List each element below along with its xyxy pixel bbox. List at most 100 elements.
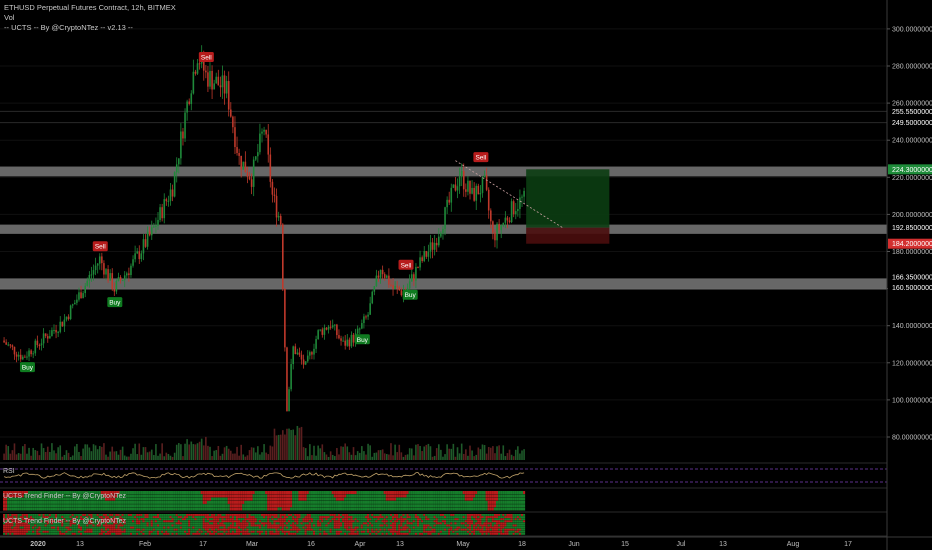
volume-bar bbox=[311, 455, 313, 460]
trend-cell bbox=[94, 494, 97, 498]
trend-cell bbox=[485, 516, 488, 518]
trend-cell bbox=[194, 518, 197, 521]
trend-cell bbox=[516, 520, 519, 523]
time-label: 13 bbox=[396, 541, 404, 548]
trend-cell bbox=[464, 494, 467, 498]
trend-cell bbox=[3, 514, 6, 516]
trend-cell bbox=[131, 514, 135, 516]
trend-cell bbox=[306, 497, 309, 501]
candles[interactable] bbox=[3, 45, 525, 412]
trend-cell bbox=[373, 514, 376, 516]
trend-cell bbox=[362, 520, 365, 523]
trend-cell bbox=[294, 518, 297, 521]
trend-cell bbox=[138, 504, 141, 508]
volume-bar bbox=[467, 455, 469, 460]
trend-cell bbox=[308, 516, 311, 518]
trend-cell bbox=[375, 516, 378, 518]
rsi-pane[interactable] bbox=[0, 462, 887, 483]
volume-bar bbox=[304, 448, 307, 460]
trend-finder-label-2[interactable]: UCTS Trend Finder -- By @CryptoNTez bbox=[3, 518, 127, 525]
trend-cell bbox=[414, 528, 417, 531]
trend-cell bbox=[427, 514, 430, 516]
trend-cell bbox=[448, 522, 451, 525]
trend-cell bbox=[298, 532, 301, 535]
trend-cell bbox=[362, 514, 365, 516]
trend-cell bbox=[394, 514, 397, 516]
trend-cell bbox=[360, 491, 363, 494]
trend-cell bbox=[90, 491, 93, 494]
trend-cell bbox=[371, 504, 374, 508]
trend-line[interactable] bbox=[455, 160, 564, 229]
trend-cell bbox=[69, 497, 72, 501]
trend-cell bbox=[479, 491, 482, 494]
trend-finder-panes[interactable] bbox=[0, 487, 887, 537]
trend-cell bbox=[290, 530, 293, 533]
candle-body bbox=[444, 207, 446, 229]
price-tick-label: 180.00000000 bbox=[892, 249, 932, 256]
trend-cell bbox=[102, 524, 105, 527]
trend-cell bbox=[381, 528, 384, 531]
trend-cell bbox=[263, 514, 266, 516]
trend-cell bbox=[495, 514, 499, 516]
trend-cell bbox=[102, 526, 105, 529]
trend-cell bbox=[477, 494, 480, 498]
trend-cell bbox=[211, 524, 214, 527]
trend-cell bbox=[423, 518, 426, 521]
trend-cell bbox=[491, 491, 494, 494]
trend-cell bbox=[356, 494, 359, 498]
trend-cell bbox=[163, 514, 166, 516]
trend-cell bbox=[63, 518, 66, 521]
trend-cell bbox=[279, 528, 282, 531]
trend-cell bbox=[302, 500, 305, 504]
trend-cell bbox=[308, 518, 311, 521]
volume-bar bbox=[194, 444, 197, 460]
trend-cell bbox=[123, 504, 126, 508]
trend-cell bbox=[269, 522, 272, 525]
trend-cell bbox=[175, 526, 178, 529]
trend-cell bbox=[317, 532, 320, 535]
trend-cell bbox=[296, 491, 299, 494]
trend-cell bbox=[102, 528, 105, 531]
volume-bar bbox=[53, 450, 55, 460]
trend-cell bbox=[443, 500, 447, 504]
trend-cell bbox=[5, 518, 8, 521]
trend-cell bbox=[17, 522, 20, 525]
time-axis[interactable]: 2020 13 Feb 17 Mar 16 Apr 13 May 18 Jun 15 Jul 13 Aug 1… bbox=[0, 536, 932, 548]
trend-cell bbox=[192, 507, 195, 511]
trend-cell bbox=[102, 507, 105, 511]
trend-cell bbox=[21, 491, 24, 494]
trend-cell bbox=[435, 530, 438, 533]
symbol-title[interactable]: ETHUSD Perpetual Futures Contract, 12h, … bbox=[4, 3, 176, 12]
trend-cell bbox=[198, 504, 201, 508]
trend-cell bbox=[96, 520, 99, 523]
trend-cell bbox=[387, 500, 390, 504]
candle-body bbox=[159, 207, 161, 220]
trend-cell bbox=[82, 494, 85, 498]
volume-label[interactable]: Vol bbox=[4, 13, 15, 22]
trend-cell bbox=[67, 520, 70, 523]
indicator-label[interactable]: -- UCTS -- By @CryptoNTez -- v2.13 -- bbox=[4, 23, 133, 32]
trend-cell bbox=[61, 520, 64, 523]
trend-cell bbox=[464, 504, 467, 508]
trend-cell bbox=[265, 507, 268, 511]
trend-cell bbox=[109, 524, 112, 527]
price-axis[interactable]: 300.00000000280.00000000260.00000000240.… bbox=[886, 0, 932, 550]
trend-cell bbox=[246, 526, 249, 529]
trend-finder-label-1[interactable]: UCTS Trend Finder -- By @CryptoNTez bbox=[3, 493, 127, 500]
trend-cell bbox=[371, 520, 374, 523]
trend-cell bbox=[11, 522, 14, 525]
trend-cell bbox=[443, 504, 447, 508]
buy-signal: Buy bbox=[402, 289, 418, 300]
position-box[interactable] bbox=[526, 169, 610, 244]
trend-cell bbox=[69, 524, 72, 527]
trend-cell bbox=[435, 522, 438, 525]
volume-bar bbox=[138, 443, 141, 460]
candle-body bbox=[46, 336, 49, 339]
volume-bar bbox=[338, 454, 340, 460]
volume-bar bbox=[221, 453, 224, 460]
trend-cell bbox=[391, 530, 395, 533]
trend-cell bbox=[348, 522, 351, 525]
rsi-label[interactable]: RSI bbox=[3, 468, 15, 475]
volume-bar bbox=[481, 444, 484, 460]
